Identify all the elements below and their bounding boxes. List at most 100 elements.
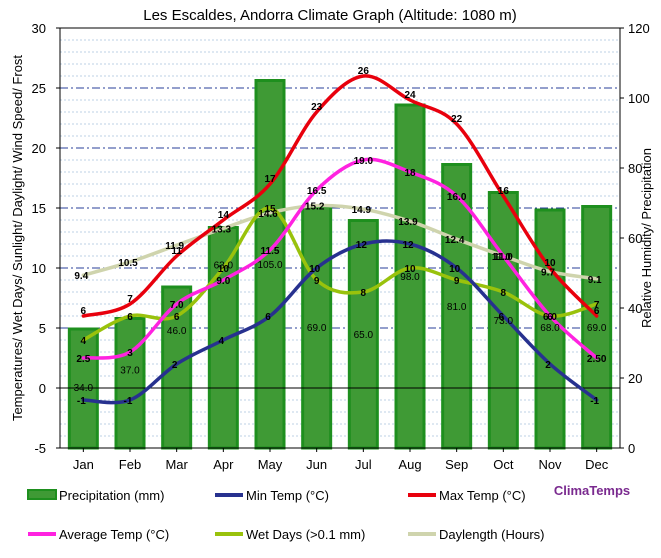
series-label-max: 22 [451,114,463,125]
left-tick-label: -5 [34,441,46,456]
series-label-avg: 11.5 [261,246,280,257]
x-tick-label: Mar [165,457,188,472]
series-label-wet: 6 [127,312,133,323]
series-label-day: 9.7 [541,268,555,279]
left-tick-label: 5 [39,321,46,336]
series-label-min: -1 [590,396,599,407]
series-line-day [81,203,599,281]
series-label-avg: 19.0 [354,156,374,167]
chart-title: Les Escaldes, Andorra Climate Graph (Alt… [143,7,517,24]
series-label-wet: 4 [81,336,87,347]
series-label-max: 6 [81,306,87,317]
series-label-max: 11 [171,246,182,257]
x-tick-label: Apr [213,457,234,472]
precipitation-label: 73.0 [494,316,514,327]
left-tick-label: 20 [32,141,46,156]
x-tick-label: Dec [585,457,609,472]
series-label-max: 7 [127,294,133,305]
x-tick-label: Feb [119,457,141,472]
left-tick-label: 15 [32,201,46,216]
right-tick-label: 100 [628,91,650,106]
legend-label: Max Temp (°C) [439,488,526,503]
legend-label: Precipitation (mm) [59,488,164,503]
series-label-wet: 7 [594,300,600,311]
right-tick-label: 120 [628,21,650,36]
brand-label: ClimaTemps [554,483,630,498]
series-label-max: 24 [404,90,416,101]
series-label-avg: 16.0 [447,192,467,203]
precipitation-label: 37.0 [120,366,140,377]
legend-label: Average Temp (°C) [59,527,169,542]
series-label-day: 14.9 [352,205,372,216]
right-tick-label: 60 [628,231,642,246]
series-label-max: 14 [218,210,230,221]
left-axis-label: Temperatures/ Wet Days/ Sunlight/ Daylig… [10,55,25,421]
series-label-wet: 8 [501,288,507,299]
precipitation-label: 98.0 [400,272,420,283]
series-label-min: 2 [172,360,178,371]
series-label-max: 17 [264,174,276,185]
series-label-day: 13.3 [212,224,232,235]
precipitation-bar-aug [394,103,426,450]
left-tick-label: 10 [32,261,46,276]
precipitation-label: 34.0 [74,383,94,394]
right-tick-label: 0 [628,441,635,456]
series-label-avg: 16.5 [307,186,327,197]
x-tick-label: Oct [493,457,514,472]
series-label-min: 10 [449,264,461,275]
right-tick-label: 40 [628,301,642,316]
series-label-day: 11.9 [165,241,184,252]
series-label-wet: 10 [404,264,416,275]
series-label-avg: 9.0 [216,276,230,287]
x-tick-label: Jul [355,457,372,472]
series-label-max: 6 [594,306,600,317]
precipitation-bar-feb [114,317,146,450]
series-label-day: 14.6 [258,209,278,220]
precipitation-label: 81.0 [447,302,467,313]
series-label-min: 6 [499,312,505,323]
series-line-min [81,239,599,405]
series-label-day: 10.5 [118,258,138,269]
precipitation-label: 63.0 [214,261,234,272]
precipitation-label: 65.0 [354,330,374,341]
series-label-min: -1 [77,396,86,407]
series-label-max: 10 [544,258,556,269]
series-line-avg [81,157,599,360]
series-label-day: 15.2 [305,202,325,213]
series-label-wet: 6 [547,312,553,323]
precipitation-label: 69.0 [587,323,607,334]
series-label-avg: 7.0 [170,300,184,311]
series-label-min: 12 [402,240,414,251]
legend-label: Min Temp (°C) [246,488,329,503]
left-tick-label: 25 [32,81,46,96]
series-label-wet: 9 [314,276,320,287]
series-line-max [81,74,599,318]
series-label-wet: 6 [174,312,180,323]
series-label-min: 4 [219,336,225,347]
series-label-min: 10 [309,264,321,275]
right-axis-label: Relative Humidity/ Precipitation [639,148,654,328]
x-tick-label: Jan [73,457,94,472]
left-tick-label: 30 [32,21,46,36]
series-label-wet: 10 [218,264,230,275]
legend-label: Daylength (Hours) [439,527,545,542]
x-tick-label: Aug [398,457,421,472]
precipitation-label: 105.0 [257,260,282,271]
precipitation-bar-may [254,79,286,450]
series-label-min: 2 [545,360,551,371]
series-label-min: 12 [356,240,368,251]
series-label-max: 16 [498,186,510,197]
x-tick-label: Sep [445,457,468,472]
series-label-min: -1 [124,396,133,407]
series-label-wet: 8 [361,288,367,299]
series-line-wet [81,206,599,342]
x-tick-label: Jun [306,457,327,472]
precipitation-label: 68.0 [540,323,560,334]
series-label-min: 6 [265,312,271,323]
series-label-avg: 3 [127,348,133,359]
series-label-avg: 2.50 [587,354,607,365]
legend-label: Wet Days (>0.1 mm) [246,527,365,542]
precipitation-label: 69.0 [307,323,327,334]
series-label-avg: 6.0 [543,312,557,323]
